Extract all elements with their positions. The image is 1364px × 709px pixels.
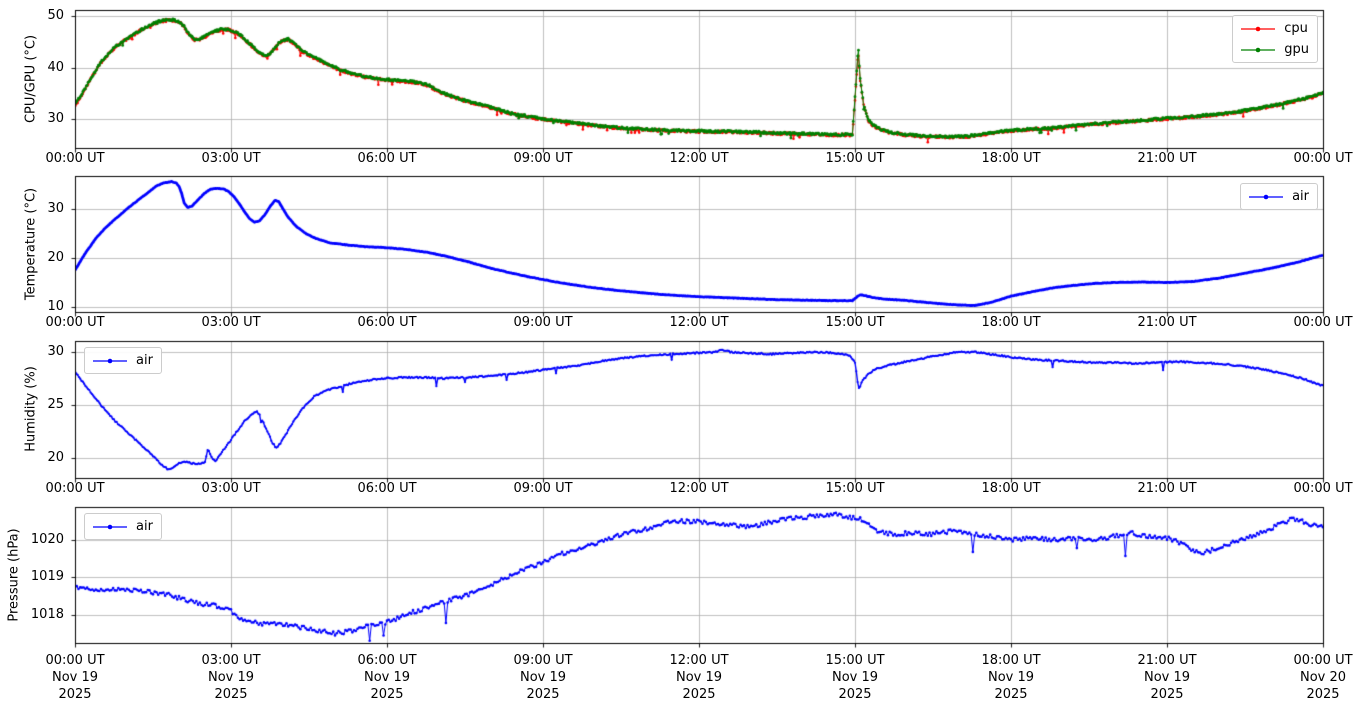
legend-entry-air: air (1247, 186, 1309, 207)
x-tick-date-label: Nov 19 (363, 670, 411, 685)
legend-line-marker-cpu (1241, 26, 1276, 31)
x-tick-year-label: 2025 (370, 687, 404, 702)
x-tick-label: 18:00 UT (981, 481, 1041, 496)
x-tick-year-label: 2025 (526, 687, 560, 702)
y-tick-label: 1020 (30, 532, 64, 547)
legend-label-air: air (1292, 189, 1309, 204)
x-tick-date-label: Nov 19 (519, 670, 567, 685)
legend-line-marker-air (93, 524, 127, 529)
x-tick-label: 09:00 UT (513, 315, 573, 330)
y-tick-label: 25 (47, 397, 64, 412)
x-tick-year-label: 2025 (214, 687, 248, 702)
x-tick-label: 09:00 UT (513, 653, 573, 668)
x-tick-label: 03:00 UT (201, 653, 261, 668)
x-tick-label: 06:00 UT (357, 481, 417, 496)
x-tick-label: 03:00 UT (201, 481, 261, 496)
y-tick-label: 1019 (30, 569, 64, 584)
x-tick-label: 12:00 UT (669, 481, 729, 496)
x-tick-label: 18:00 UT (981, 151, 1041, 166)
legend-humidity-air: air (84, 347, 162, 374)
y-tick-label: 20 (47, 250, 64, 265)
x-tick-year-label: 2025 (1306, 687, 1340, 702)
x-tick-label: 21:00 UT (1137, 653, 1197, 668)
legend-line-marker-air (93, 358, 127, 363)
legend-label-cpu: cpu (1284, 21, 1308, 36)
x-tick-label: 00:00 UT (1293, 481, 1353, 496)
x-tick-label: 21:00 UT (1137, 481, 1197, 496)
x-tick-date-label: Nov 19 (987, 670, 1035, 685)
x-tick-label: 15:00 UT (825, 315, 885, 330)
x-tick-label: 00:00 UT (45, 653, 105, 668)
y-tick-label: 10 (47, 299, 64, 314)
x-tick-label: 12:00 UT (669, 315, 729, 330)
x-tick-date-label: Nov 20 (1299, 670, 1347, 685)
legend-label-gpu: gpu (1284, 42, 1309, 57)
x-tick-label: 09:00 UT (513, 151, 573, 166)
y-tick-label: 30 (47, 111, 64, 126)
x-tick-date-label: Nov 19 (831, 670, 879, 685)
legend-entry-air: air (91, 350, 153, 371)
x-tick-date-label: Nov 19 (675, 670, 723, 685)
x-tick-label: 15:00 UT (825, 481, 885, 496)
y-tick-label: 40 (47, 60, 64, 75)
legend-entry-air: air (91, 516, 153, 537)
x-tick-label: 21:00 UT (1137, 151, 1197, 166)
x-tick-label: 06:00 UT (357, 151, 417, 166)
legend-line-marker-air (1249, 194, 1284, 199)
x-tick-label: 03:00 UT (201, 315, 261, 330)
legend-label-air: air (136, 353, 153, 368)
x-tick-label: 00:00 UT (1293, 653, 1353, 668)
x-tick-label: 18:00 UT (981, 315, 1041, 330)
legend-entry-gpu: gpu (1239, 39, 1309, 60)
x-tick-label: 18:00 UT (981, 653, 1041, 668)
x-tick-label: 00:00 UT (45, 151, 105, 166)
y-tick-label: 30 (47, 344, 64, 359)
x-tick-label: 03:00 UT (201, 151, 261, 166)
x-tick-date-label: Nov 19 (207, 670, 255, 685)
legend-entry-cpu: cpu (1239, 18, 1309, 39)
legend-line-marker-gpu (1241, 47, 1276, 52)
x-tick-label: 00:00 UT (1293, 315, 1353, 330)
x-tick-label: 06:00 UT (357, 315, 417, 330)
x-tick-label: 12:00 UT (669, 653, 729, 668)
legend-cpu-gpu: cpu gpu (1232, 15, 1318, 63)
y-tick-label: 50 (47, 8, 64, 23)
x-tick-label: 00:00 UT (1293, 151, 1353, 166)
x-tick-year-label: 2025 (682, 687, 716, 702)
x-tick-label: 15:00 UT (825, 151, 885, 166)
x-tick-label: 00:00 UT (45, 315, 105, 330)
y-axis-label-cpu-gpu: CPU/GPU (°C) (23, 34, 39, 124)
x-tick-date-label: Nov 19 (1143, 670, 1191, 685)
legend-label-air: air (136, 519, 153, 534)
y-tick-label: 30 (47, 201, 64, 216)
x-tick-label: 06:00 UT (357, 653, 417, 668)
x-tick-year-label: 2025 (994, 687, 1028, 702)
x-tick-label: 15:00 UT (825, 653, 885, 668)
x-tick-date-label: Nov 19 (51, 670, 99, 685)
x-tick-year-label: 2025 (58, 687, 92, 702)
x-tick-label: 09:00 UT (513, 481, 573, 496)
x-tick-year-label: 2025 (838, 687, 872, 702)
legend-temperature-air: air (1240, 183, 1318, 210)
x-tick-year-label: 2025 (1150, 687, 1184, 702)
legend-pressure-air: air (84, 513, 162, 540)
x-tick-label: 21:00 UT (1137, 315, 1197, 330)
y-tick-label: 20 (47, 450, 64, 465)
y-tick-label: 1018 (30, 607, 64, 622)
x-tick-label: 00:00 UT (45, 481, 105, 496)
x-tick-label: 12:00 UT (669, 151, 729, 166)
